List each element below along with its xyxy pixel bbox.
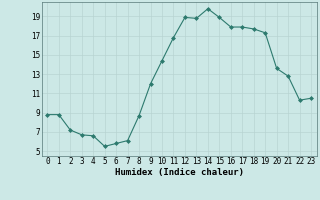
X-axis label: Humidex (Indice chaleur): Humidex (Indice chaleur) [115, 168, 244, 177]
